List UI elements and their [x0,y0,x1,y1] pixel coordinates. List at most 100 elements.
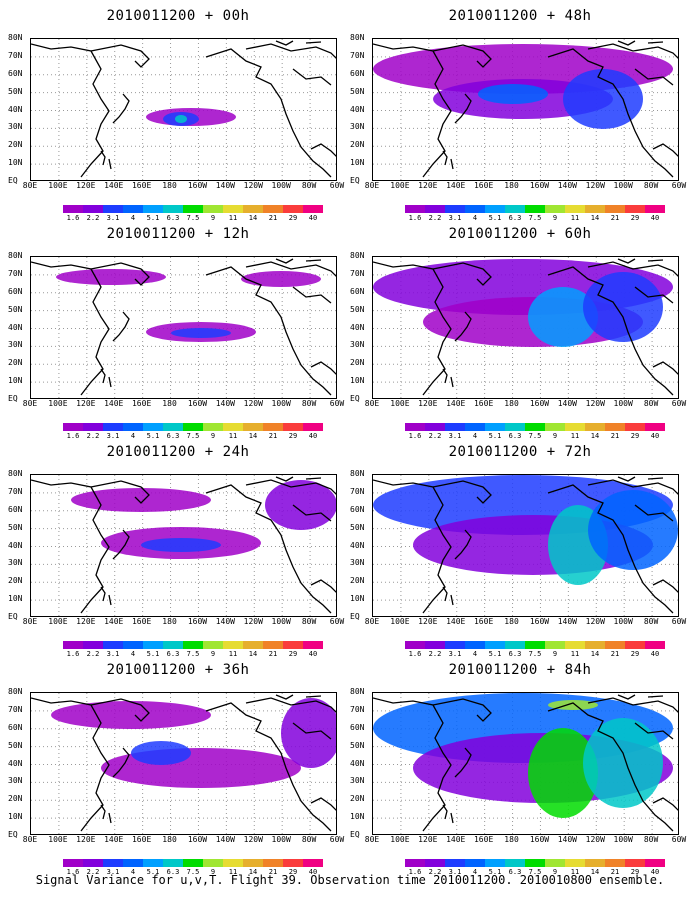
colorbar-swatch [203,205,223,213]
lon-label: 160E [131,399,152,408]
panel-title: 2010011200 + 12h [106,226,250,242]
map-plot [372,38,679,181]
colorbar-swatch [263,859,283,867]
colorbar-label: 3.1 [106,650,120,658]
colorbar-label: 11 [228,432,238,440]
colorbar-label: 1.6 [66,214,80,222]
colorbar [405,423,665,431]
lon-label: 100W [613,399,633,408]
colorbar-label: 4 [472,432,478,440]
colorbar-label: 5.1 [488,214,502,222]
lon-label: 140W [215,617,235,626]
coastline [205,702,332,832]
coastline [205,48,332,178]
colorbar-label: 11 [570,650,580,658]
panel-title: 2010011200 + 24h [106,444,250,460]
coastline [373,43,452,178]
colorbar-swatch [605,859,625,867]
colorbar-label: 4 [472,868,478,876]
colorbar-swatch [163,641,183,649]
colorbar-label: 7.5 [186,868,200,876]
variance-region [563,69,643,129]
lon-label: 120E [418,399,438,408]
lon-label: 80W [643,399,659,408]
lon-label: 60W [671,835,687,844]
colorbar-swatch [585,859,605,867]
lon-label: 140W [215,181,235,190]
coastline [100,804,112,824]
colorbar-swatch [263,423,283,431]
coastline [432,262,492,286]
lon-label: 120W [243,181,263,190]
colorbar-label: 4 [130,650,136,658]
coastline [432,44,492,68]
coastline [454,747,472,778]
lon-label: 120W [585,181,605,190]
lat-label: EQ [8,176,18,185]
lat-label: 50N [8,304,23,314]
panel-title: 2010011200 + 72h [448,444,592,460]
colorbar-label: 2.2 [428,432,442,440]
colorbar-swatch [123,859,143,867]
colorbar-label: 14 [248,650,258,658]
coastline [652,797,678,811]
coastline [432,698,492,722]
map-plot [30,692,337,835]
lat-label: 30N [8,776,23,786]
colorbar-label: 5.1 [146,650,160,658]
coastline [373,479,452,614]
colorbar [63,641,323,649]
colorbar-swatch [83,641,103,649]
lat-label: 70N [8,50,23,60]
lon-label: 80E [364,617,380,626]
colorbar-swatch [405,859,425,867]
lat-label: 60N [8,68,23,78]
coastline [31,261,110,396]
lon-label: 60W [329,399,345,408]
colorbar-labels: 1.6 2.2 3.1 4 5.1 6.3 7.5 9 11 14 21 29 40 [63,433,323,441]
colorbar-label: 9 [552,214,558,222]
lon-label: 140E [104,399,124,408]
lat-label: 50N [350,86,365,96]
colorbar-label: 21 [268,868,278,876]
colorbar-swatch [645,641,665,649]
lat-label: 30N [8,122,23,132]
colorbar-swatch [143,641,163,649]
lat-label: 10N [350,376,365,386]
lon-label: 160W [187,835,208,844]
map-plot [30,474,337,617]
lat-label: 70N [8,486,23,496]
colorbar-labels: 1.6 2.2 3.1 4 5.1 6.3 7.5 9 11 14 21 29 40 [63,215,323,223]
colorbar-label: 29 [288,432,298,440]
colorbar-label: 9 [552,650,558,658]
coastline [310,579,336,593]
lat-label: 60N [8,286,23,296]
variance-map [31,693,336,834]
colorbar-swatch [445,859,465,867]
colorbar-label: 5.1 [488,868,502,876]
lat-label: 30N [350,558,365,568]
lat-label: 80N [350,33,365,42]
lon-label: 180 [162,835,177,844]
colorbar-label: 21 [610,432,620,440]
colorbar-swatch [223,859,243,867]
colorbar-label: 6.3 [508,214,522,222]
colorbar-swatch [203,859,223,867]
colorbar-labels: 1.6 2.2 3.1 4 5.1 6.3 7.5 9 11 14 21 29 40 [63,651,323,659]
lon-label: 80E [364,181,380,190]
lon-label: 100E [390,835,410,844]
colorbar-swatch [625,859,645,867]
lon-label: 140W [215,835,235,844]
colorbar-label: 14 [590,432,600,440]
lat-label: 70N [8,268,23,278]
lat-label: 20N [8,794,23,804]
lat-label: 60N [350,68,365,78]
lat-label: 80N [8,251,23,260]
coastline [100,586,112,606]
colorbar [63,205,323,213]
colorbar-label: 7.5 [528,214,542,222]
colorbar-label: 7.5 [186,432,200,440]
lat-label: 20N [8,358,23,368]
lon-label: 100W [271,399,291,408]
colorbar-swatch [625,641,645,649]
